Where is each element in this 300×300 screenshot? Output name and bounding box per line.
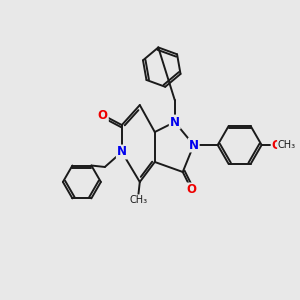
Text: CH₃: CH₃ <box>278 140 296 150</box>
Text: N: N <box>170 116 180 128</box>
Text: O: O <box>187 183 197 196</box>
Text: N: N <box>189 139 199 152</box>
Text: O: O <box>98 109 108 122</box>
Text: O: O <box>272 139 282 152</box>
Text: N: N <box>117 146 127 158</box>
Text: CH₃: CH₃ <box>130 195 148 205</box>
